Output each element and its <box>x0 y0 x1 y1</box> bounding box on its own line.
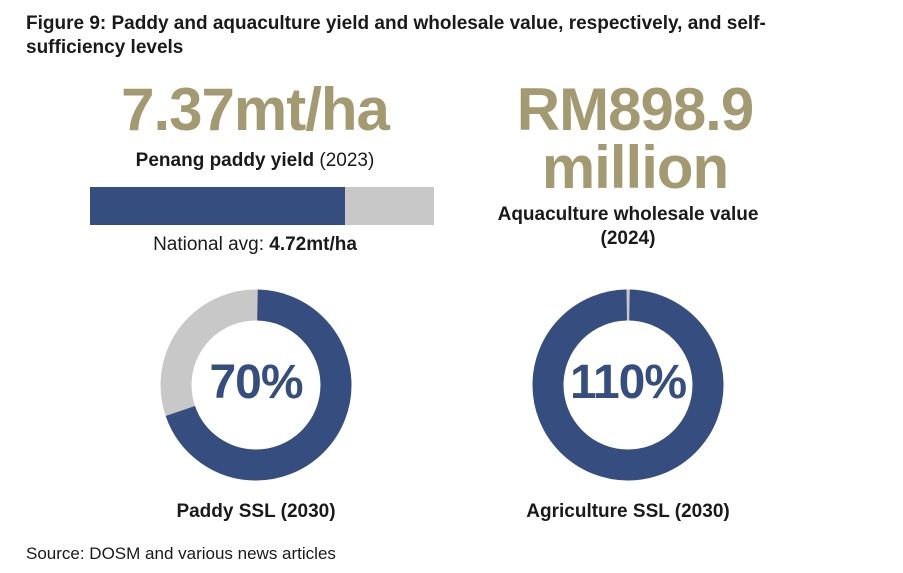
national-avg-label: National avg: 4.72mt/ha <box>90 233 420 257</box>
aquaculture-value-line2: million <box>541 134 729 201</box>
national-avg-value: 4.72mt/ha <box>269 234 357 255</box>
agri-ssl-label: Agriculture SSL (2030) <box>526 501 730 522</box>
national-avg-text: National avg: <box>153 234 264 255</box>
agri-ssl-ring <box>532 289 724 481</box>
paddy-ssl-arc <box>160 289 352 481</box>
paddy-yield-value: 7.37mt/ha <box>121 76 390 143</box>
aquaculture-value-line1: RM898.9 <box>516 76 754 143</box>
figure-title: Figure 9: Paddy and aquaculture yield an… <box>26 13 766 58</box>
yield-bar-fill <box>90 187 345 225</box>
paddy-ssl-value: 70% <box>209 356 303 409</box>
paddy-yield-label-bold: Penang paddy yield <box>135 150 315 171</box>
paddy-yield-label: Penang paddy yield (2023) <box>90 149 420 173</box>
paddy-ssl-ring <box>160 289 352 481</box>
paddy-ssl-label: Paddy SSL (2030) <box>176 501 336 522</box>
paddy-yield-label-year: (2023) <box>319 150 375 171</box>
yield-bar-track <box>90 187 434 225</box>
agri-ssl-donut <box>532 289 724 481</box>
paddy-ssl-donut <box>160 289 352 481</box>
agri-ssl-arc <box>532 289 724 481</box>
source-note: Source: DOSM and various news articles <box>26 544 336 563</box>
aquaculture-label: Aquaculture wholesale value (2024) <box>497 204 759 249</box>
agri-ssl-value: 110% <box>569 356 687 409</box>
